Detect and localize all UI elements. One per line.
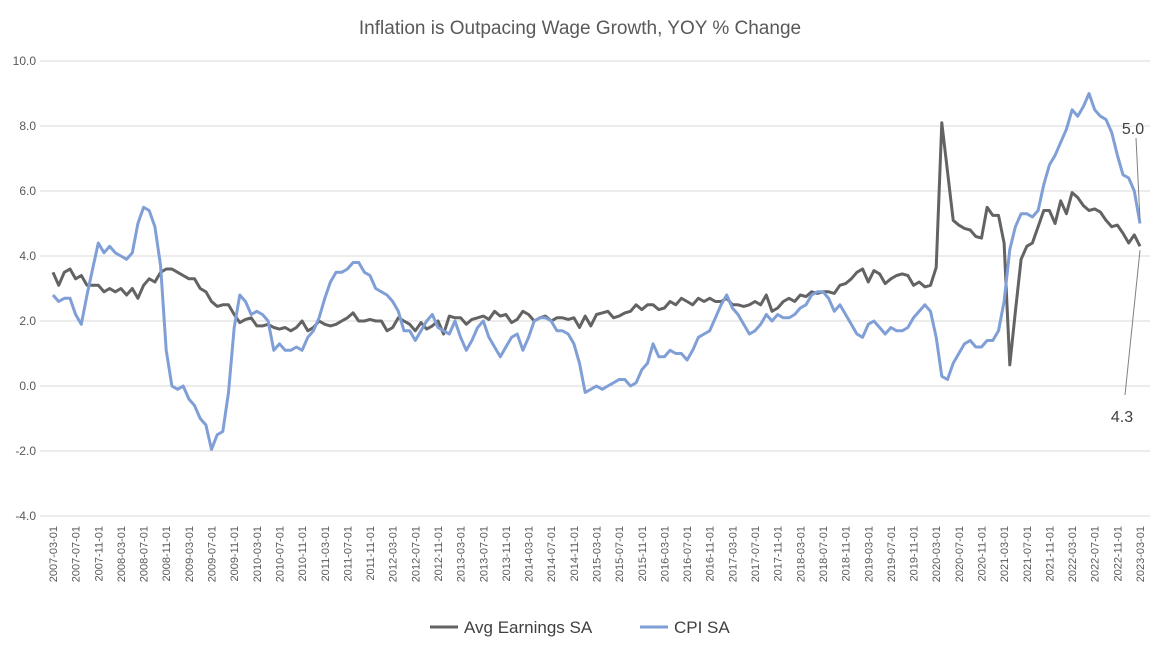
x-tick-label: 2013-07-01 bbox=[478, 526, 490, 582]
x-tick-label: 2008-03-01 bbox=[116, 526, 128, 582]
legend-label: Avg Earnings SA bbox=[464, 618, 593, 637]
series-line-avg-earnings bbox=[51, 121, 1142, 367]
y-tick-label: 2.0 bbox=[19, 314, 36, 328]
x-tick-label: 2022-03-01 bbox=[1067, 526, 1079, 582]
x-tick-label: 2013-11-01 bbox=[501, 526, 513, 581]
x-tick-label: 2011-11-01 bbox=[365, 526, 377, 581]
legend: Avg Earnings SA CPI SA bbox=[430, 618, 730, 637]
gridlines bbox=[40, 60, 1150, 517]
x-tick-label: 2014-07-01 bbox=[546, 526, 558, 582]
x-tick-label: 2016-07-01 bbox=[682, 526, 694, 582]
y-tick-label: 4.0 bbox=[19, 249, 36, 263]
x-tick-label: 2010-11-01 bbox=[297, 526, 309, 581]
x-tick-label: 2008-11-01 bbox=[161, 526, 173, 581]
y-tick-label: -2.0 bbox=[15, 444, 36, 458]
x-tick-label: 2010-07-01 bbox=[274, 526, 286, 582]
annotation-leader-line bbox=[1135, 137, 1141, 220]
x-tick-label: 2023-03-01 bbox=[1135, 526, 1147, 582]
x-tick-label: 2010-03-01 bbox=[252, 526, 264, 582]
annotation-leader-line bbox=[1124, 250, 1141, 396]
series-line-cpi bbox=[51, 92, 1142, 451]
x-tick-label: 2019-07-01 bbox=[886, 526, 898, 582]
x-tick-label: 2015-03-01 bbox=[592, 526, 604, 582]
series-lines bbox=[51, 92, 1142, 451]
x-tick-label: 2007-03-01 bbox=[48, 526, 60, 582]
x-tick-label: 2020-11-01 bbox=[976, 526, 988, 581]
y-tick-label: 0.0 bbox=[19, 379, 36, 393]
annotation-earnings-last: 4.3 bbox=[1111, 409, 1133, 426]
x-tick-label: 2016-11-01 bbox=[705, 526, 717, 581]
x-tick-label: 2018-03-01 bbox=[795, 526, 807, 582]
y-tick-label: -4.0 bbox=[15, 509, 36, 523]
x-tick-label: 2015-07-01 bbox=[614, 526, 626, 582]
x-tick-label: 2007-07-01 bbox=[71, 526, 83, 582]
x-tick-label: 2021-11-01 bbox=[1044, 526, 1056, 581]
x-tick-label: 2019-03-01 bbox=[863, 526, 875, 582]
x-tick-label: 2020-07-01 bbox=[954, 526, 966, 582]
x-tick-label: 2021-07-01 bbox=[1022, 526, 1034, 582]
y-tick-label: 8.0 bbox=[19, 119, 36, 133]
x-tick-label: 2022-07-01 bbox=[1090, 526, 1102, 582]
x-tick-label: 2019-11-01 bbox=[909, 526, 921, 581]
x-tick-label: 2015-11-01 bbox=[637, 526, 649, 581]
x-tick-label: 2012-03-01 bbox=[388, 526, 400, 582]
x-tick-label: 2017-07-01 bbox=[750, 526, 762, 582]
x-tick-label: 2018-07-01 bbox=[818, 526, 830, 582]
x-tick-label: 2017-03-01 bbox=[727, 526, 739, 582]
x-tick-label: 2016-03-01 bbox=[659, 526, 671, 582]
x-tick-label: 2018-11-01 bbox=[841, 526, 853, 581]
x-axis: 2007-03-01 2007-07-01 2007-11-01 2008-03-01… bbox=[48, 526, 1147, 582]
y-tick-label: 10.0 bbox=[13, 54, 37, 68]
x-tick-label: 2014-03-01 bbox=[524, 526, 536, 582]
x-tick-label: 2013-03-01 bbox=[456, 526, 468, 582]
x-tick-label: 2009-07-01 bbox=[207, 526, 219, 582]
x-tick-label: 2012-11-01 bbox=[433, 526, 445, 581]
x-tick-label: 2008-07-01 bbox=[139, 526, 151, 582]
x-tick-label: 2009-03-01 bbox=[184, 526, 196, 582]
y-tick-label: 6.0 bbox=[19, 184, 36, 198]
x-tick-label: 2014-11-01 bbox=[569, 526, 581, 581]
x-tick-label: 2009-11-01 bbox=[229, 526, 241, 581]
x-tick-label: 2017-11-01 bbox=[773, 526, 785, 581]
x-tick-label: 2022-11-01 bbox=[1112, 526, 1124, 581]
x-tick-label: 2020-03-01 bbox=[931, 526, 943, 582]
y-axis: 10.0 8.0 6.0 4.0 2.0 0.0 -2.0 -4.0 bbox=[13, 54, 37, 523]
legend-label: CPI SA bbox=[674, 618, 730, 637]
annotations: 5.0 4.3 bbox=[1111, 121, 1144, 426]
x-tick-label: 2012-07-01 bbox=[410, 526, 422, 582]
x-tick-label: 2007-11-01 bbox=[93, 526, 105, 581]
x-tick-label: 2021-03-01 bbox=[999, 526, 1011, 582]
x-tick-label: 2011-07-01 bbox=[342, 526, 354, 581]
annotation-cpi-last: 5.0 bbox=[1122, 121, 1144, 138]
x-tick-label: 2011-03-01 bbox=[320, 526, 332, 581]
chart-title: Inflation is Outpacing Wage Growth, YOY … bbox=[359, 18, 801, 39]
